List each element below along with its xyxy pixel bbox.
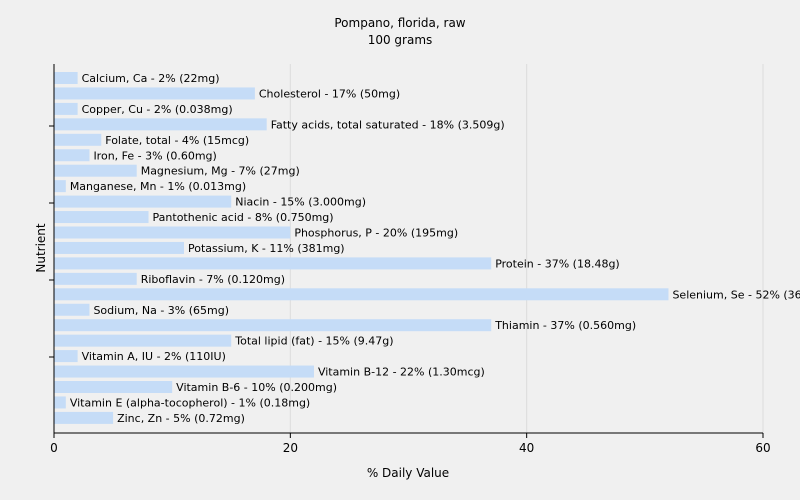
bar-data-label: Copper, Cu - 2% (0.038mg) <box>82 103 233 116</box>
bar-data-label: Vitamin B-6 - 10% (0.200mg) <box>176 381 337 394</box>
bar-data-label: Calcium, Ca - 2% (22mg) <box>82 72 220 85</box>
bar <box>54 319 492 332</box>
axes: 0 20 40 60 <box>49 64 771 455</box>
bar <box>54 195 232 208</box>
bar-data-label: Total lipid (fat) - 15% (9.47g) <box>234 335 393 348</box>
bar <box>54 102 78 115</box>
bar-data-label: Sodium, Na - 3% (65mg) <box>93 304 229 317</box>
bar <box>54 133 102 146</box>
x-tick-label: 40 <box>519 441 534 455</box>
bar-data-label: Niacin - 15% (3.000mg) <box>235 196 366 209</box>
x-tick-label: 0 <box>50 441 58 455</box>
bar-data-label: Riboflavin - 7% (0.120mg) <box>141 273 285 286</box>
bar-data-label: Pantothenic acid - 8% (0.750mg) <box>153 211 334 224</box>
bar-data-label: Folate, total - 4% (15mcg) <box>105 134 249 147</box>
bar-data-label: Magnesium, Mg - 7% (27mg) <box>141 165 300 178</box>
x-tick-label: 60 <box>755 441 770 455</box>
y-axis-label: Nutrient <box>34 223 48 273</box>
bar-data-label: Manganese, Mn - 1% (0.013mg) <box>70 180 246 193</box>
bar <box>54 180 66 193</box>
bar-data-label: Vitamin A, IU - 2% (110IU) <box>82 350 226 363</box>
bar <box>54 118 267 131</box>
bar <box>54 411 114 424</box>
bar <box>54 334 232 347</box>
bar-data-label: Cholesterol - 17% (50mg) <box>259 87 400 100</box>
bar <box>54 149 90 162</box>
bar <box>54 288 669 301</box>
bar <box>54 396 66 409</box>
bar-data-label: Vitamin B-12 - 22% (1.30mcg) <box>318 366 485 379</box>
bar <box>54 164 137 177</box>
bar <box>54 350 78 363</box>
bar-data-label: Thiamin - 37% (0.560mg) <box>494 319 636 332</box>
bar <box>54 72 78 84</box>
bar <box>54 272 137 285</box>
bar-data-label: Protein - 37% (18.48g) <box>495 257 620 270</box>
chart-subtitle: 100 grams <box>368 33 433 47</box>
bar-data-label: Phosphorus, P - 20% (195mg) <box>294 227 458 240</box>
chart-title: Pompano, florida, raw <box>334 16 465 30</box>
bar <box>54 303 90 316</box>
bar <box>54 257 492 270</box>
bar <box>54 87 255 100</box>
bar <box>54 365 314 378</box>
x-axis-label: % Daily Value <box>367 466 449 480</box>
bar <box>54 226 291 239</box>
bar-series: Calcium, Ca - 2% (22mg) Cholesterol - 17%… <box>54 72 800 425</box>
bar-data-label: Selenium, Se - 52% (36.5mcg) <box>672 288 800 301</box>
bar <box>54 381 173 393</box>
bar-data-label: Vitamin E (alpha-tocopherol) - 1% (0.18m… <box>70 396 310 409</box>
bar-data-label: Fatty acids, total saturated - 18% (3.50… <box>271 118 505 131</box>
bar <box>54 241 184 254</box>
bar <box>54 211 149 224</box>
bar-data-label: Zinc, Zn - 5% (0.72mg) <box>117 412 245 425</box>
x-tick-label: 20 <box>283 441 298 455</box>
bar-data-label: Potassium, K - 11% (381mg) <box>188 242 345 255</box>
bar-data-label: Iron, Fe - 3% (0.60mg) <box>93 149 216 162</box>
